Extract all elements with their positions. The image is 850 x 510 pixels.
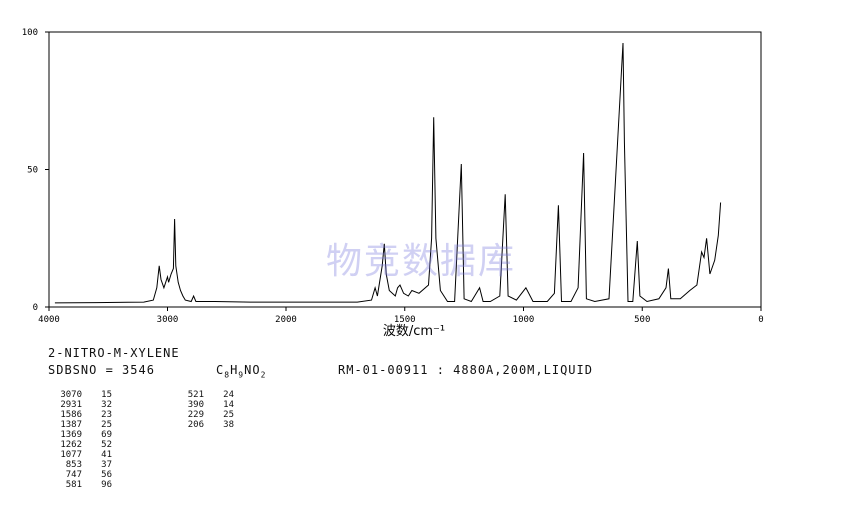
compound-name: 2-NITRO-M-XYLENE bbox=[48, 346, 180, 360]
peak-wavenumber: 206 bbox=[187, 420, 204, 430]
x-axis-label: 波数/cm⁻¹ bbox=[383, 324, 445, 339]
y-tick-label: 100 bbox=[22, 28, 38, 38]
peak-intensity: 32 bbox=[101, 400, 112, 410]
peak-row: 1369 69 bbox=[20, 430, 112, 440]
peak-wavenumber: 3070 bbox=[60, 390, 82, 400]
peak-wavenumber: 229 bbox=[187, 410, 204, 420]
peak-intensity: 37 bbox=[101, 460, 112, 470]
formula-no: NO bbox=[244, 363, 261, 377]
peak-wavenumber: 853 bbox=[65, 460, 82, 470]
peak-row: 1262 52 bbox=[20, 440, 112, 450]
peak-intensity: 96 bbox=[101, 480, 112, 490]
peak-wavenumber: 581 bbox=[65, 480, 82, 490]
watermark: 物竞数据库 bbox=[326, 241, 517, 282]
peak-row: 521 24 bbox=[142, 390, 234, 400]
x-tick-label: 2000 bbox=[275, 315, 297, 325]
peak-row: 2931 32 bbox=[20, 400, 112, 410]
formula-h-count: 9 bbox=[238, 370, 245, 380]
peak-intensity: 52 bbox=[101, 440, 112, 450]
peak-row: 581 96 bbox=[20, 480, 112, 490]
peak-wavenumber: 1586 bbox=[60, 410, 82, 420]
peak-intensity: 25 bbox=[223, 410, 234, 420]
x-axis: 4000 3000 2000 1500 1000 500 0 bbox=[38, 307, 764, 325]
peak-wavenumber: 1077 bbox=[60, 450, 82, 460]
peak-intensity: 25 bbox=[101, 420, 112, 430]
formula-o-count: 2 bbox=[260, 370, 267, 380]
peak-wavenumber: 1262 bbox=[60, 440, 82, 450]
y-axis: 100 50 0 bbox=[22, 28, 49, 313]
y-tick-label: 0 bbox=[33, 303, 38, 313]
peak-row: 1077 41 bbox=[20, 450, 112, 460]
peak-wavenumber: 1387 bbox=[60, 420, 82, 430]
peak-row: 747 56 bbox=[20, 470, 112, 480]
peak-intensity: 14 bbox=[223, 400, 234, 410]
peak-row: 3070 15 bbox=[20, 390, 112, 400]
spectrum-series-line bbox=[54, 42, 722, 304]
measurement-info: RM-01-00911 : 4880A,200M,LIQUID bbox=[338, 363, 593, 377]
formula-h: H bbox=[230, 363, 239, 377]
molecular-formula: C8H9NO2 bbox=[216, 363, 266, 379]
formula-c-count: 8 bbox=[224, 370, 231, 380]
peak-row: 229 25 bbox=[142, 410, 234, 420]
peak-wavenumber: 390 bbox=[187, 400, 204, 410]
peak-wavenumber: 1369 bbox=[60, 430, 82, 440]
peak-intensity: 69 bbox=[101, 430, 112, 440]
peak-table-right: 521 24 390 14 229 25 206 38 bbox=[142, 390, 234, 430]
peak-intensity: 41 bbox=[101, 450, 112, 460]
peak-intensity: 38 bbox=[223, 420, 234, 430]
peak-intensity: 56 bbox=[101, 470, 112, 480]
peak-row: 206 38 bbox=[142, 420, 234, 430]
peak-wavenumber: 521 bbox=[187, 390, 204, 400]
peak-intensity: 15 bbox=[101, 390, 112, 400]
sdbs-number: SDBSNO = 3546 bbox=[48, 363, 155, 377]
x-tick-label: 1000 bbox=[513, 315, 535, 325]
peak-row: 390 14 bbox=[142, 400, 234, 410]
formula-c: C bbox=[216, 363, 225, 377]
x-tick-label: 500 bbox=[634, 315, 650, 325]
peak-intensity: 23 bbox=[101, 410, 112, 420]
peak-wavenumber: 2931 bbox=[60, 400, 82, 410]
peak-intensity: 24 bbox=[223, 390, 234, 400]
x-tick-label: 0 bbox=[758, 315, 763, 325]
y-tick-label: 50 bbox=[27, 166, 38, 176]
peak-row: 1387 25 bbox=[20, 420, 112, 430]
x-tick-label: 1500 bbox=[394, 315, 416, 325]
peak-wavenumber: 747 bbox=[65, 470, 82, 480]
peak-row: 853 37 bbox=[20, 460, 112, 470]
x-tick-label: 4000 bbox=[38, 315, 60, 325]
peak-row: 1586 23 bbox=[20, 410, 112, 420]
x-tick-label: 3000 bbox=[157, 315, 179, 325]
peak-table-left: 3070 15 2931 32 1586 23 1387 25 1369 69 1262 52 1077… bbox=[20, 390, 112, 490]
